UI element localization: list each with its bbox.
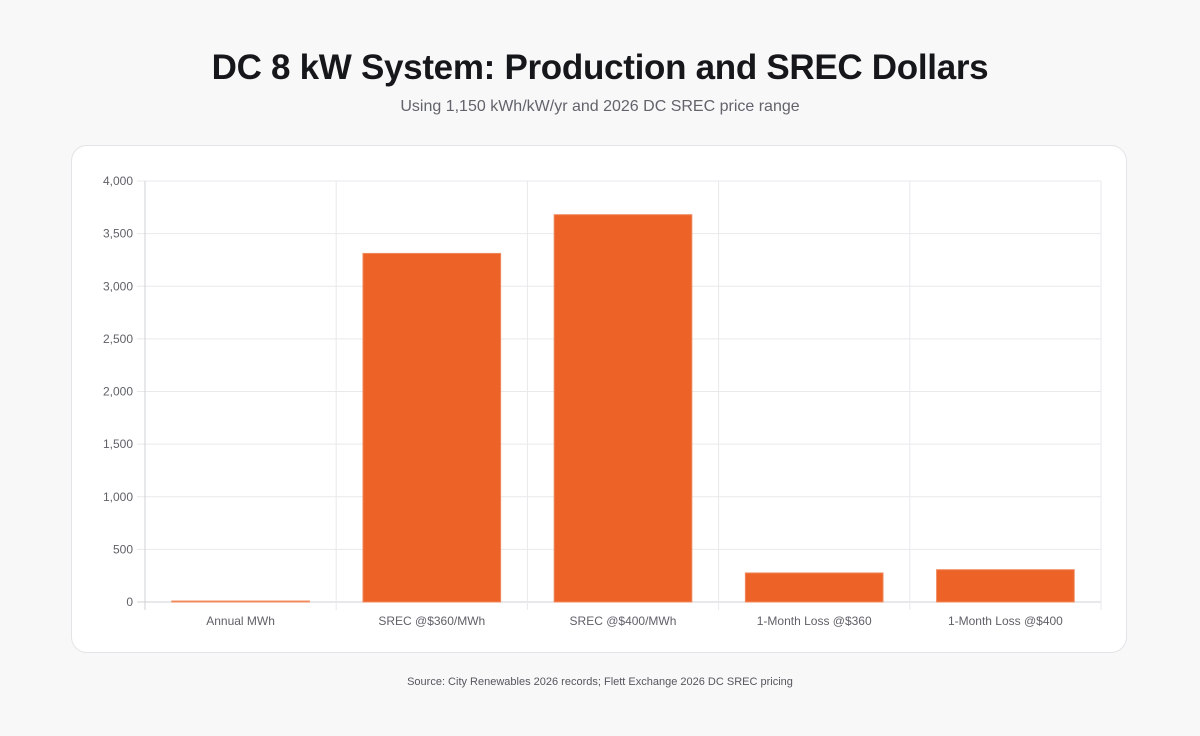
- y-tick-label: 3,500: [103, 227, 133, 241]
- bar[interactable]: [936, 569, 1075, 603]
- x-tick-label: 1-Month Loss @$400: [948, 614, 1063, 628]
- x-tick-label: SREC @$400/MWh: [570, 614, 677, 628]
- bar[interactable]: [744, 572, 884, 603]
- x-tick-label: SREC @$360/MWh: [378, 614, 485, 628]
- y-tick-label: 4,000: [103, 174, 133, 188]
- y-tick-label: 500: [113, 542, 133, 556]
- y-tick-label: 2,000: [103, 385, 133, 399]
- x-tick-label: 1-Month Loss @$360: [757, 614, 872, 628]
- bar[interactable]: [171, 600, 310, 603]
- bar[interactable]: [553, 214, 693, 603]
- bar[interactable]: [362, 252, 502, 603]
- source-note: Source: City Renewables 2026 records; Fl…: [407, 676, 793, 688]
- x-tick-label: Annual MWh: [206, 614, 275, 628]
- chart-subtitle: Using 1,150 kWh/kW/yr and 2026 DC SREC p…: [400, 98, 800, 115]
- chart-card: 0 500 1,000 1,500 2,000 2,500 3,000 3,500 4,000 A…: [71, 145, 1127, 653]
- y-tick-label: 0: [126, 595, 133, 609]
- bar-chart: 0 500 1,000 1,500 2,000 2,500 3,000 3,500 4,000 A…: [103, 174, 1102, 628]
- y-tick-label: 3,000: [103, 279, 133, 293]
- y-tick-label: 2,500: [103, 332, 133, 346]
- y-tick-label: 1,500: [103, 437, 133, 451]
- y-tick-label: 1,000: [103, 490, 133, 504]
- chart-title: DC 8 kW System: Production and SREC Doll…: [211, 48, 989, 87]
